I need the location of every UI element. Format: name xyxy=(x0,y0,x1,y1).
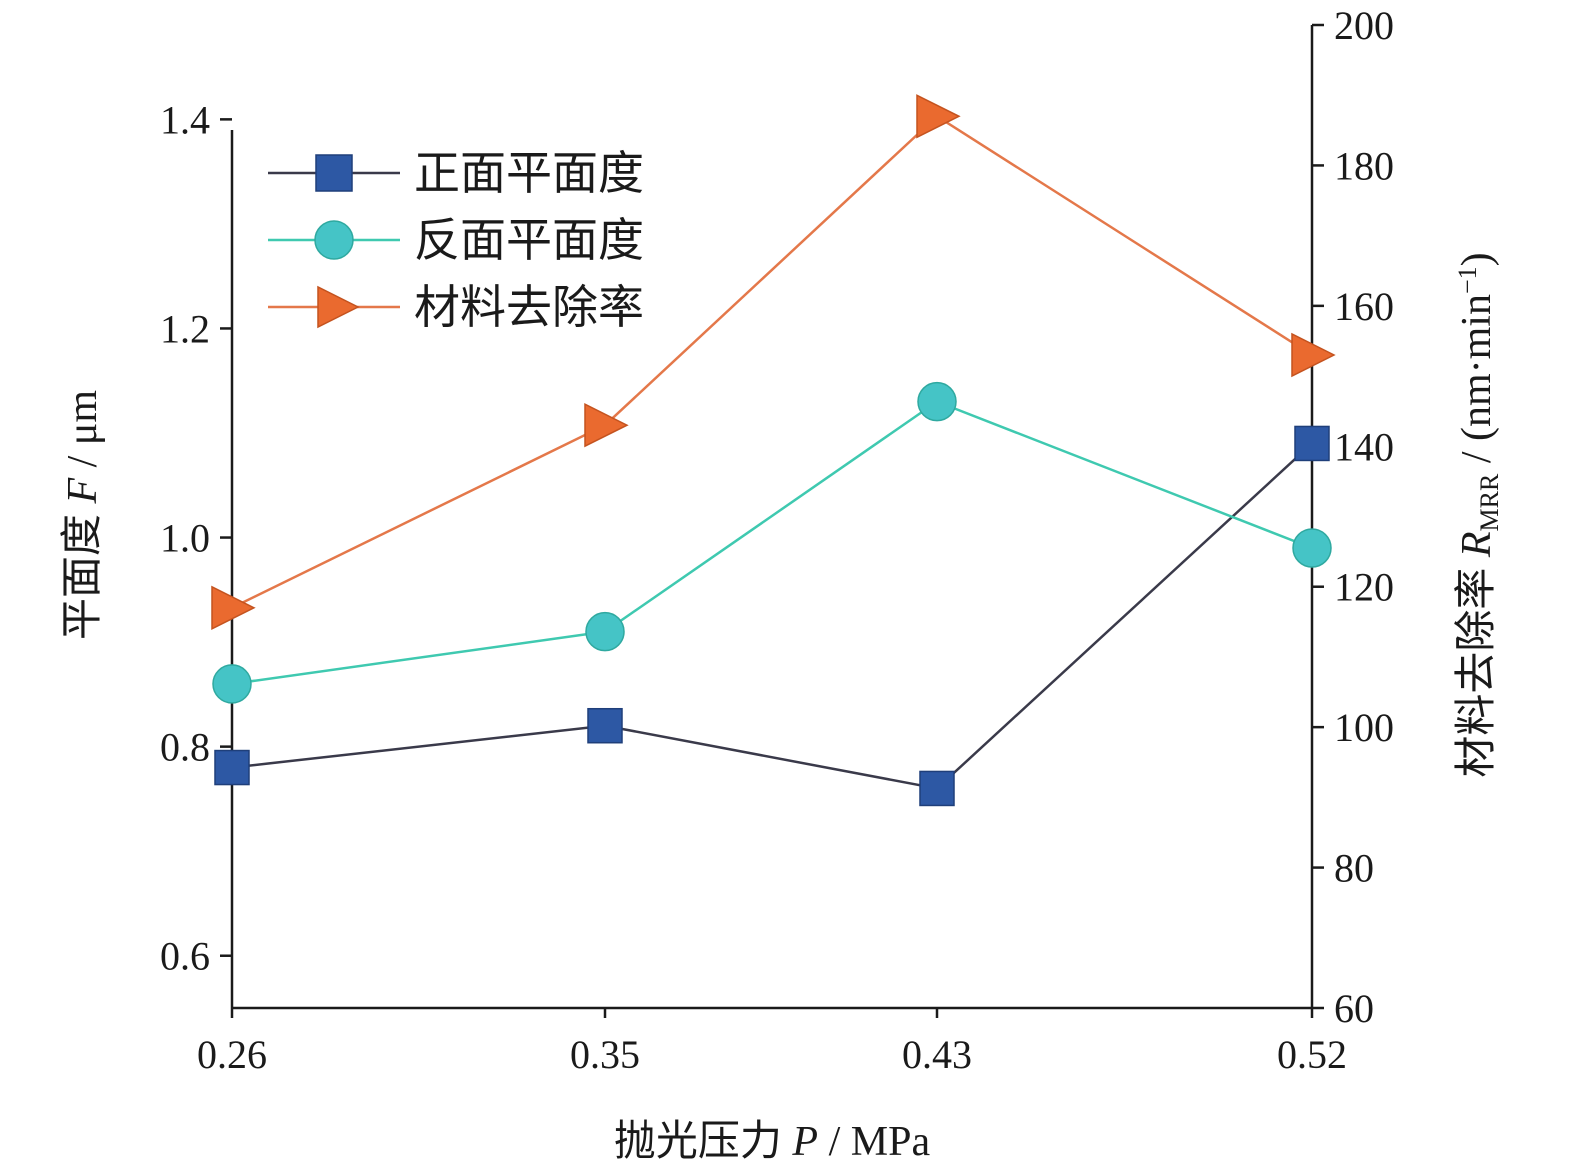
legend: 正面平面度 反面平面度 材料去除率 xyxy=(268,148,644,333)
square-marker xyxy=(1294,425,1330,462)
right-y-tick-label: 200 xyxy=(1334,3,1394,48)
x-tick-label: 0.43 xyxy=(902,1032,972,1077)
right-y-axis-title-sub: MRR xyxy=(1475,473,1504,531)
square-marker xyxy=(919,770,955,807)
legend-marker-square-icon xyxy=(315,154,353,192)
right-y-tick-label: 100 xyxy=(1334,705,1394,750)
series-layer xyxy=(211,94,1336,807)
square-marker xyxy=(214,749,250,786)
legend-marker-circle-icon xyxy=(314,220,354,260)
right-y-axis-title-sup: −1 xyxy=(1453,266,1482,294)
legend-item-front-flatness: 正面平面度 xyxy=(268,148,644,199)
left-y-axis-title-unit: / μm xyxy=(60,390,106,478)
circle-marker xyxy=(1292,528,1332,568)
right-y-tick-label: 160 xyxy=(1334,284,1394,329)
legend-label-mrr: 材料去除率 xyxy=(414,282,644,333)
left-y-tick-label: 0.8 xyxy=(160,725,210,770)
right-y-axis-title-var: R xyxy=(1454,531,1500,558)
circle-marker xyxy=(212,664,252,704)
circle-marker xyxy=(917,381,957,422)
ticks-layer: 0.6 0.8 1.0 1.2 1.4 60 80 100 120 140 160 180 200 0.2… xyxy=(160,3,1394,1077)
series-line-2 xyxy=(231,114,1313,609)
left-y-axis-title-main: 平面度 xyxy=(60,504,106,641)
left-y-axis-title: 平面度 F / μm xyxy=(60,390,106,640)
x-axis-title-unit: / MPa xyxy=(818,1119,930,1165)
x-axis-title: 抛光压力 P / MPa xyxy=(614,1119,931,1165)
left-y-axis-title-var: F xyxy=(60,478,106,505)
right-y-tick-label: 180 xyxy=(1334,143,1394,188)
left-y-tick-label: 1.2 xyxy=(160,306,210,351)
triangle-marker xyxy=(1291,332,1336,378)
x-axis-title-main: 抛光压力 xyxy=(614,1119,793,1165)
x-axis-title-var: P xyxy=(791,1119,818,1165)
circle-marker xyxy=(585,611,625,652)
square-marker xyxy=(587,707,623,744)
right-y-tick-label: 80 xyxy=(1334,846,1374,891)
x-tick-label: 0.52 xyxy=(1277,1032,1347,1077)
left-y-tick-label: 0.6 xyxy=(160,934,210,979)
triangle-marker xyxy=(211,585,256,630)
left-y-tick-label: 1.0 xyxy=(160,516,210,561)
right-y-axis-title-unit: / (nm·min xyxy=(1454,294,1500,474)
legend-marker-triangle-icon xyxy=(317,285,360,329)
legend-label-front-flatness: 正面平面度 xyxy=(414,148,644,199)
right-y-tick-label: 60 xyxy=(1334,986,1374,1031)
series-line-0 xyxy=(231,442,1313,790)
legend-label-back-flatness: 反面平面度 xyxy=(414,215,644,266)
right-y-tick-label: 140 xyxy=(1334,424,1394,469)
triangle-marker xyxy=(916,94,961,139)
right-y-axis-title: 材料去除率 RMRR / (nm·min−1) xyxy=(1453,252,1504,777)
legend-item-mrr: 材料去除率 xyxy=(268,282,644,333)
axes-frame xyxy=(230,25,1314,1010)
x-tick-label: 0.26 xyxy=(197,1032,267,1077)
triangle-marker xyxy=(584,403,629,448)
series-line-1 xyxy=(231,400,1313,686)
right-y-tick-label: 120 xyxy=(1334,565,1394,610)
right-y-axis-title-main: 材料去除率 xyxy=(1453,557,1500,778)
legend-item-back-flatness: 反面平面度 xyxy=(268,215,644,266)
x-tick-label: 0.35 xyxy=(570,1032,640,1077)
left-y-tick-label: 1.4 xyxy=(160,97,210,142)
right-y-axis-title-close: ) xyxy=(1454,252,1500,266)
